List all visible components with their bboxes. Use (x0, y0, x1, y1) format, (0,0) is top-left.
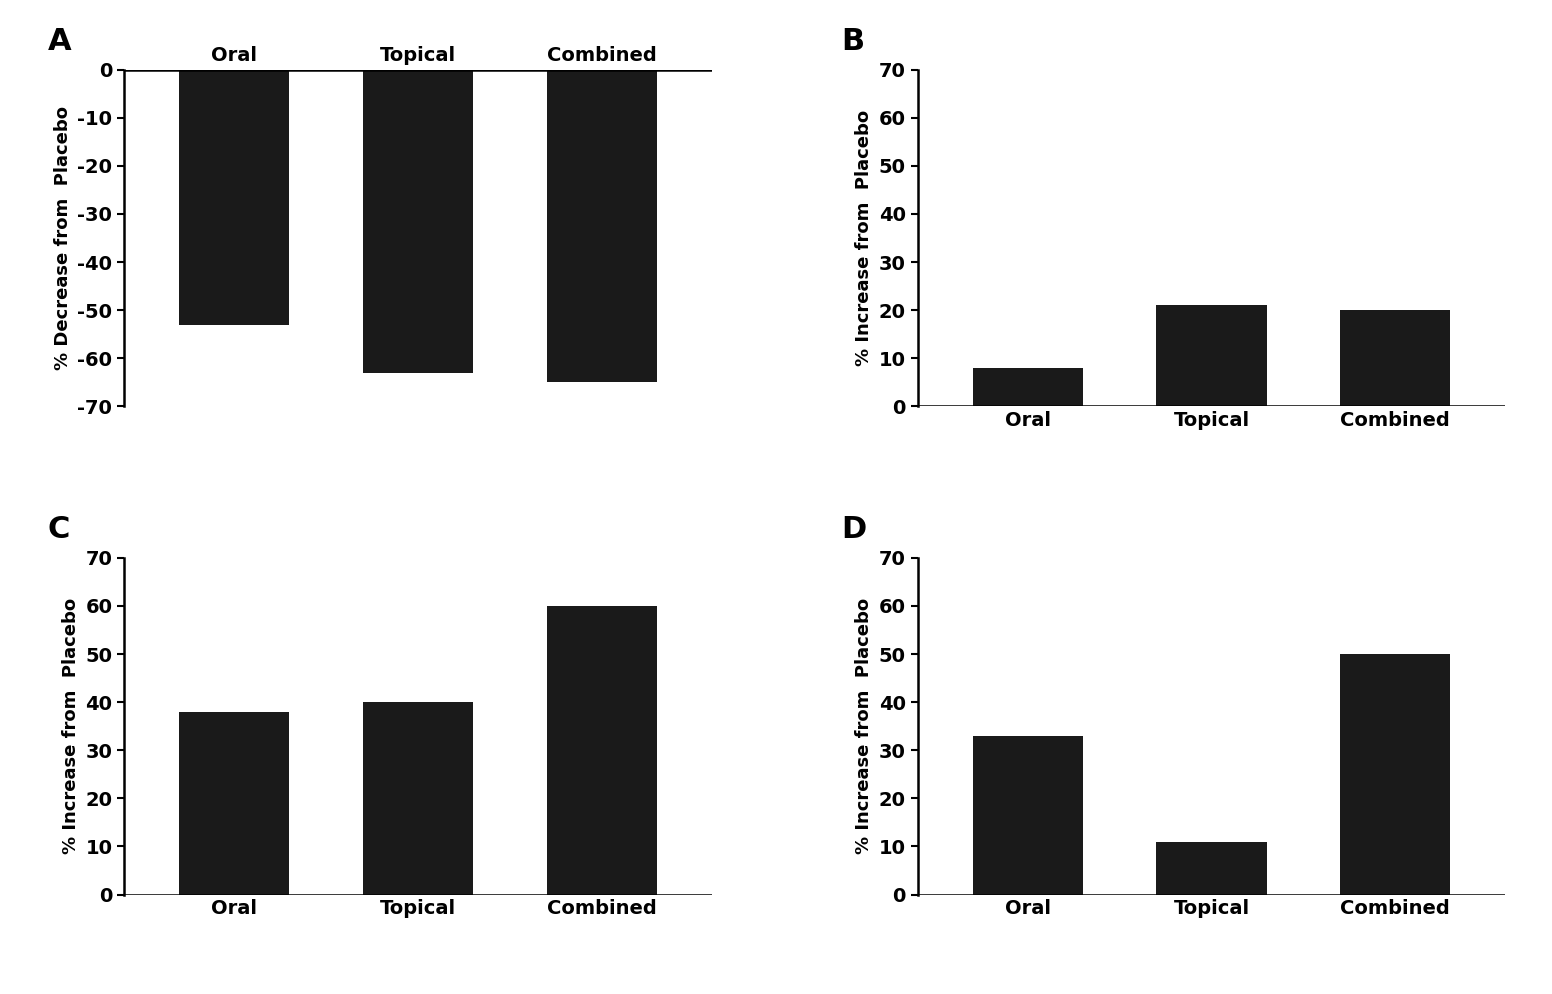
Bar (1156, 305, 1266, 407)
Bar (363, 702, 473, 895)
Y-axis label: % Increase from  Placebo: % Increase from Placebo (855, 110, 874, 366)
Text: A: A (48, 27, 71, 56)
Y-axis label: % Decrease from  Placebo: % Decrease from Placebo (54, 106, 71, 370)
Bar (363, 70, 473, 373)
Bar (973, 736, 1083, 895)
Bar (1339, 310, 1450, 407)
Bar (546, 606, 656, 895)
Text: B: B (841, 27, 864, 56)
Y-axis label: % Increase from  Placebo: % Increase from Placebo (855, 598, 874, 854)
Bar (180, 70, 290, 325)
Bar (546, 70, 656, 383)
Text: C: C (48, 515, 70, 545)
Bar (180, 712, 290, 895)
Text: D: D (841, 515, 866, 545)
Bar (1156, 842, 1266, 895)
Bar (1339, 654, 1450, 895)
Bar (973, 368, 1083, 407)
Y-axis label: % Increase from  Placebo: % Increase from Placebo (62, 598, 79, 854)
